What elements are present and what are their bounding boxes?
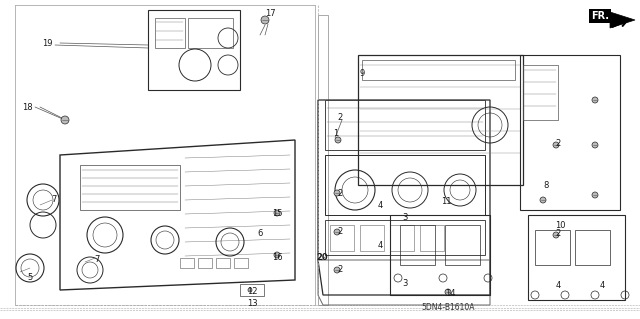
Text: 6: 6 xyxy=(257,229,262,239)
Text: 4: 4 xyxy=(378,201,383,210)
Bar xyxy=(325,155,485,215)
Bar xyxy=(520,55,620,210)
Text: 14: 14 xyxy=(445,290,455,299)
Bar xyxy=(216,258,230,268)
Bar xyxy=(358,55,523,185)
Text: 1: 1 xyxy=(333,129,339,137)
Text: 3: 3 xyxy=(403,213,408,222)
Circle shape xyxy=(553,232,559,238)
Bar xyxy=(575,230,610,265)
Polygon shape xyxy=(610,12,635,28)
Bar xyxy=(362,60,515,80)
Bar xyxy=(198,258,212,268)
Bar xyxy=(325,220,485,255)
Text: 19: 19 xyxy=(42,39,52,48)
Bar xyxy=(400,225,435,265)
Circle shape xyxy=(61,116,69,124)
Circle shape xyxy=(553,142,559,148)
Text: 5: 5 xyxy=(28,273,33,283)
Text: 16: 16 xyxy=(272,253,282,262)
Circle shape xyxy=(334,267,340,273)
Bar xyxy=(318,15,328,305)
Text: 3: 3 xyxy=(403,278,408,287)
Bar xyxy=(234,258,248,268)
Text: 18: 18 xyxy=(22,102,32,112)
Circle shape xyxy=(274,210,280,216)
Text: 2: 2 xyxy=(337,189,342,197)
Text: 2: 2 xyxy=(337,227,342,236)
Circle shape xyxy=(261,16,269,24)
Bar xyxy=(155,18,185,48)
Text: 11: 11 xyxy=(441,197,451,206)
Bar xyxy=(330,225,354,251)
Bar xyxy=(240,284,264,296)
Bar xyxy=(535,230,570,265)
Bar xyxy=(390,225,414,251)
Text: 5DN4-B1610A: 5DN4-B1610A xyxy=(421,302,475,311)
Circle shape xyxy=(335,137,341,143)
Text: 2: 2 xyxy=(556,228,561,238)
Bar xyxy=(445,225,480,265)
Circle shape xyxy=(334,190,340,196)
Text: 2: 2 xyxy=(337,114,342,122)
Text: 7: 7 xyxy=(94,256,100,264)
Bar xyxy=(325,100,485,150)
Text: 2: 2 xyxy=(556,138,561,147)
Text: 10: 10 xyxy=(555,220,565,229)
Bar xyxy=(188,18,233,48)
Text: 13: 13 xyxy=(246,300,257,308)
Text: 2: 2 xyxy=(337,265,342,275)
Text: 9: 9 xyxy=(360,69,365,78)
Text: 17: 17 xyxy=(265,10,275,19)
Circle shape xyxy=(592,142,598,148)
Text: 4: 4 xyxy=(600,281,605,291)
Text: FR.: FR. xyxy=(591,11,609,21)
Circle shape xyxy=(274,252,280,258)
Bar xyxy=(420,225,444,251)
Text: 12: 12 xyxy=(247,286,257,295)
Text: 4: 4 xyxy=(378,241,383,249)
Circle shape xyxy=(540,197,546,203)
Circle shape xyxy=(445,289,451,295)
Bar xyxy=(360,225,384,251)
Text: 4: 4 xyxy=(556,281,561,291)
Text: 8: 8 xyxy=(543,181,548,189)
Bar xyxy=(80,165,180,210)
Circle shape xyxy=(592,192,598,198)
Circle shape xyxy=(334,229,340,235)
Circle shape xyxy=(248,288,252,292)
Circle shape xyxy=(592,97,598,103)
Bar xyxy=(523,65,558,120)
Text: 15: 15 xyxy=(272,209,282,218)
Bar xyxy=(180,258,194,268)
Text: 7: 7 xyxy=(51,196,57,204)
Text: 20: 20 xyxy=(316,253,328,262)
